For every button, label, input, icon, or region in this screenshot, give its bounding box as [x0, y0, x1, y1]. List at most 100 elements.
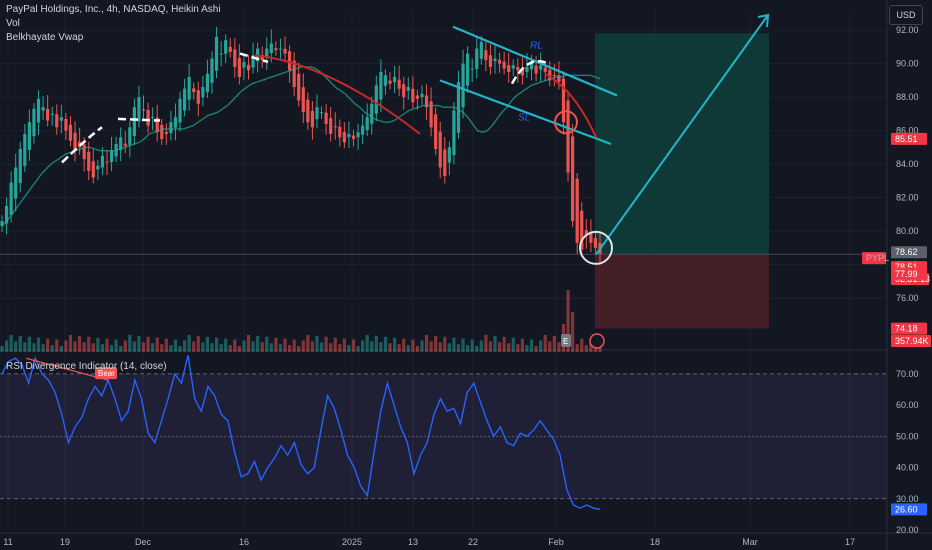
volume-bar: [557, 342, 561, 352]
candle: [370, 103, 374, 124]
candle: [91, 161, 95, 178]
volume-bar: [342, 338, 346, 352]
volume-bar: [584, 345, 588, 352]
volume-bar: [205, 336, 210, 352]
volume-bar: [123, 340, 127, 352]
volume-bar: [114, 339, 118, 352]
volume-bar: [219, 344, 223, 352]
chart-texts: RL SL E Bear: [98, 41, 568, 379]
stop-zone[interactable]: [595, 254, 769, 329]
symbol-title[interactable]: PayPal Holdings, Inc., 4h, NASDAQ, Heiki…: [6, 4, 221, 15]
price-tick: 86.00: [896, 126, 919, 136]
volume-bar: [315, 335, 319, 352]
candle: [575, 178, 579, 243]
time-tick: 17: [845, 537, 855, 547]
symbol-chip: [862, 252, 886, 265]
candle: [46, 108, 50, 121]
volume-bar: [228, 345, 232, 352]
volume-indicator-label[interactable]: Vol: [6, 18, 20, 29]
volume-bar: [552, 335, 556, 352]
volume-bar: [511, 337, 515, 352]
candle: [201, 87, 205, 98]
price-tick: 80.00: [896, 226, 919, 236]
volume-bar: [388, 343, 392, 352]
volume-bars: [0, 290, 602, 352]
candle: [205, 73, 210, 93]
candle: [552, 75, 556, 77]
volume-bar: [438, 342, 442, 352]
rsi-tick: 20.00: [896, 525, 919, 535]
volume-bar: [128, 334, 132, 352]
price-tick: 76.00: [896, 293, 919, 303]
volume-bar: [242, 340, 246, 352]
candle: [228, 46, 232, 52]
volume-bar: [82, 342, 86, 352]
volume-bar: [301, 340, 305, 352]
rsi-value-tag-text: 26.60: [895, 504, 918, 514]
candle: [319, 112, 324, 114]
candle: [274, 48, 278, 51]
volume-bar: [41, 344, 45, 352]
volume-bar: [260, 342, 264, 352]
volume-bar: [105, 338, 109, 352]
candle: [443, 149, 447, 176]
rsi-line: [1, 354, 601, 511]
volume-bar: [406, 345, 410, 352]
volume-bar: [55, 339, 59, 352]
rsi-tick: 30.00: [896, 494, 919, 504]
candle: [164, 131, 168, 134]
price-tick: 84.00: [896, 159, 919, 169]
price-tick: 92.00: [896, 25, 919, 35]
candle: [333, 126, 337, 128]
candle: [119, 137, 123, 151]
target-zone[interactable]: [595, 33, 769, 255]
volume-bar: [571, 312, 575, 352]
candle: [310, 110, 315, 128]
candle: [329, 118, 333, 134]
volume-bar: [502, 336, 506, 352]
time-tick: 11: [3, 537, 12, 547]
rsi-tick: 40.00: [896, 463, 919, 473]
volume-bar: [137, 335, 141, 352]
volume-tag-text: 357.94K: [895, 336, 929, 346]
candle: [182, 88, 187, 111]
stop-edge-tag: 77.99: [891, 267, 927, 280]
volume-bar: [589, 339, 593, 352]
volume-bar: [160, 344, 164, 352]
stop-price-tag: 74.18: [891, 322, 927, 335]
volume-bar: [379, 342, 383, 352]
time-tick: 16: [239, 537, 249, 547]
currency-button[interactable]: USD: [889, 5, 923, 25]
candle: [187, 77, 191, 100]
volume-bar: [461, 338, 465, 352]
volume-bar: [543, 334, 547, 352]
entry-price-tag: 78.62: [891, 246, 927, 259]
volume-bar: [525, 345, 529, 352]
volume-bar: [484, 334, 488, 352]
volume-bar: [566, 290, 570, 352]
candle: [301, 87, 305, 113]
volume-bar: [27, 336, 31, 352]
bear-badge: [95, 367, 117, 380]
drawings[interactable]: [0, 13, 887, 349]
candle: [566, 100, 570, 173]
candle: [434, 114, 438, 150]
time-tick: 13: [408, 537, 418, 547]
arrow-head: [757, 13, 770, 28]
vwap-indicator-label[interactable]: Belkhayate Vwap: [6, 32, 84, 43]
volume-bar: [479, 340, 483, 352]
candle: [55, 114, 59, 128]
volume-bar: [297, 346, 301, 352]
volume-bar: [529, 339, 534, 352]
rsi-value-tag: 26.60: [891, 503, 927, 516]
candle: [392, 77, 397, 83]
candle: [488, 55, 493, 67]
volume-bar: [283, 338, 287, 352]
candle: [109, 150, 114, 163]
candle: [64, 118, 68, 131]
rsi-indicator-label[interactable]: RSI Divergence Indicator (14, close): [6, 361, 167, 372]
volume-bar: [274, 337, 278, 352]
candle: [580, 210, 584, 250]
candle: [214, 36, 219, 71]
